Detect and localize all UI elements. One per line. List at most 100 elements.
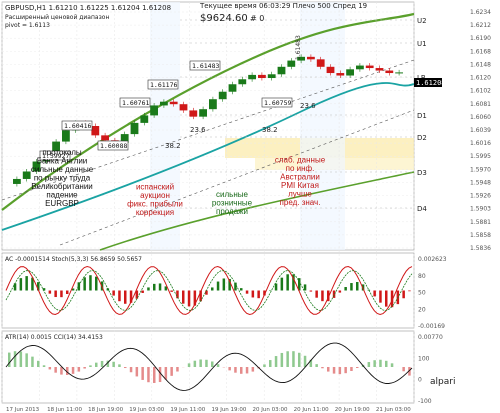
- ac-bar: [298, 278, 301, 291]
- stoch-signal-line: [5, 270, 413, 311]
- level-label-d4: D4: [417, 205, 427, 213]
- time-tick: 20 Jun 19:00: [335, 407, 370, 413]
- price-tick: 1.5903: [470, 206, 491, 213]
- ac-bar: [83, 277, 86, 291]
- cci-bar: [106, 360, 110, 367]
- price-tick: 1.5948: [470, 179, 491, 186]
- news-annotation: сильные розничные продажи: [212, 190, 253, 216]
- ac-bar: [170, 290, 173, 292]
- ac-bar: [344, 287, 347, 291]
- cci-bar: [286, 351, 289, 367]
- ac-bar: [309, 290, 313, 292]
- candle-body: [52, 141, 60, 155]
- cci-bar: [135, 367, 139, 377]
- cci-bar: [199, 359, 202, 367]
- grid-lines: [1, 2, 415, 403]
- ac-bar: [327, 290, 330, 302]
- candle-body: [120, 134, 129, 143]
- cci-bar: [269, 360, 272, 367]
- cci-bar: [170, 367, 173, 376]
- price-tick: 1.5881: [470, 219, 491, 226]
- candle-body: [356, 65, 364, 70]
- balance: $9624.60: [200, 13, 248, 24]
- news-annotation: протоколы Банка Англии сильные данные по ры…: [31, 148, 94, 208]
- stoch-main-line: [5, 265, 413, 316]
- ac-bar: [205, 290, 208, 295]
- candle-body: [336, 73, 345, 76]
- candle-body: [130, 122, 139, 135]
- cci-bar: [77, 367, 81, 372]
- cci-bar: [95, 362, 98, 367]
- fib-level-label: 38.2: [165, 142, 181, 150]
- ac-bar: [19, 278, 23, 291]
- ac-bar: [141, 290, 144, 293]
- candle-body: [385, 70, 394, 74]
- price-marker: 1.60416: [64, 122, 91, 130]
- cci-bar: [205, 359, 208, 367]
- cci-bar: [8, 352, 11, 367]
- price-marker-box: [147, 79, 179, 90]
- cci-bar: [356, 367, 359, 368]
- subtitle-line-1: Расширенный ценовой диапазон: [5, 14, 109, 21]
- ind-tick: 0: [418, 377, 422, 384]
- price-marker: 1.59927: [42, 152, 69, 160]
- cci-bar: [193, 360, 197, 367]
- cci-bar: [390, 363, 394, 367]
- ac-bar: [263, 290, 266, 296]
- price-marker: 1.61176: [150, 81, 177, 89]
- candle-body: [307, 56, 315, 60]
- cci-bar: [164, 367, 168, 380]
- cci-bar: [37, 360, 40, 367]
- cci-bar: [48, 367, 52, 370]
- candle-body: [238, 79, 247, 85]
- ac-bar: [367, 289, 371, 291]
- cci-bar: [129, 367, 133, 373]
- cci-bar: [13, 351, 17, 367]
- vertical-price-note: 1.61483: [295, 35, 302, 60]
- price-tick: 1.6212: [470, 22, 491, 29]
- ac-bar: [350, 283, 353, 291]
- ac-bar: [280, 277, 284, 291]
- ac-bar: [228, 278, 231, 291]
- ac-bar: [164, 286, 168, 291]
- candle-body: [140, 115, 149, 123]
- ac-bar: [240, 288, 243, 291]
- oscillator-series: [5, 265, 413, 316]
- cci-bar: [274, 356, 278, 367]
- price-marker: 1.60761: [122, 99, 149, 107]
- level-label-d2: D2: [417, 134, 427, 142]
- price-tick: 1.5858: [470, 232, 491, 239]
- cci-bar: [379, 359, 382, 367]
- candle-body: [326, 66, 335, 74]
- candle-body: [248, 74, 256, 80]
- price-channels: [1, 12, 415, 251]
- time-tick: 19 Jun 11:00: [170, 407, 205, 413]
- ac-bar: [321, 290, 324, 302]
- price-tick: 1.5995: [470, 153, 491, 160]
- time-tick: 19 Jun 03:00: [129, 407, 164, 413]
- channel-lower: [99, 171, 415, 251]
- watermark-logo: alpari: [430, 377, 455, 387]
- ac-bar: [147, 287, 150, 291]
- cci-bar: [176, 367, 179, 372]
- price-markers: 1.59927 1.60416 1.60088 1.60761 1.61176 1.614…: [39, 35, 446, 161]
- ac-bar: [216, 281, 220, 291]
- candle-body: [277, 66, 286, 75]
- osc-tick: 0.002623: [418, 256, 447, 263]
- ac-bar: [251, 290, 255, 298]
- fib-level-label: 23.6: [190, 126, 206, 134]
- price-marker-box: [97, 140, 129, 151]
- candle-body: [13, 178, 21, 184]
- ac-bar: [187, 290, 191, 307]
- candle-body: [209, 99, 217, 110]
- price-marker: 1.60088: [100, 142, 127, 150]
- price-marker-box: [189, 60, 221, 71]
- fib-level-label: 23.6: [300, 102, 316, 110]
- price-tick: 1.6102: [470, 88, 491, 95]
- server-time: Текущее время 06:03:29 Плечо 500 Спред 1…: [199, 2, 367, 10]
- ac-bar: [129, 290, 133, 303]
- time-tick: 18 Jun 11:00: [47, 407, 82, 413]
- cci-bar: [327, 367, 330, 372]
- price-tick: 1.6039: [470, 127, 491, 134]
